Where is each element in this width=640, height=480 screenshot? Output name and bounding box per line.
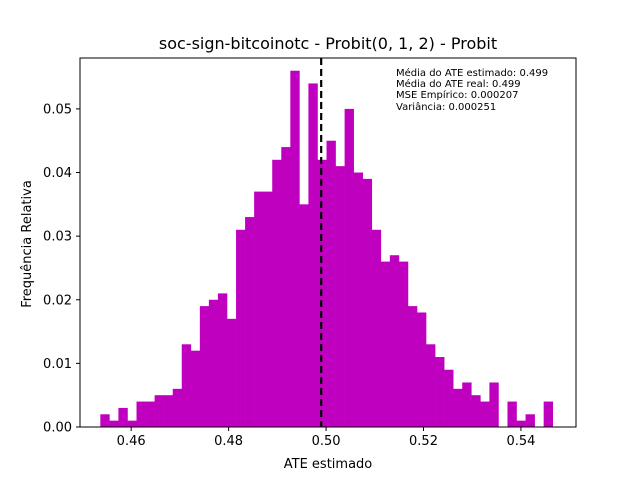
annotation-mse: MSE Empírico: 0.000207 <box>396 89 518 101</box>
annotation-mean-estimated: Média do ATE estimado: 0.499 <box>396 67 548 79</box>
histogram-bar <box>154 395 164 427</box>
chart-title: soc-sign-bitcoinotc - Probit(0, 1, 2) - … <box>159 34 497 53</box>
x-tick-label: 0.54 <box>506 434 535 449</box>
histogram-bar <box>462 382 472 427</box>
histogram-bars <box>100 70 554 428</box>
histogram-bar <box>389 255 400 427</box>
x-axis-label: ATE estimado <box>284 457 373 472</box>
histogram-bar <box>344 108 354 428</box>
y-tick-label: 0.00 <box>43 421 72 436</box>
histogram-bar <box>245 217 255 427</box>
annotation-mean-real: Média do ATE real: 0.499 <box>396 78 521 90</box>
histogram-bar <box>453 388 463 427</box>
histogram-bar <box>444 369 454 427</box>
histogram-bar <box>236 229 246 427</box>
histogram-bar <box>199 306 210 427</box>
histogram-bar <box>516 420 526 427</box>
histogram-bar <box>435 357 445 427</box>
histogram-bar <box>100 414 110 427</box>
histogram-bar <box>353 172 364 427</box>
histogram-bar <box>380 261 391 427</box>
histogram-bar <box>226 318 237 427</box>
histogram-bar <box>172 388 183 427</box>
stats-annotation: Média do ATE estimado: 0.499 Média do AT… <box>396 67 548 113</box>
x-tick-label: 0.46 <box>117 434 146 449</box>
histogram-bar <box>362 178 373 427</box>
histogram-bar <box>109 420 119 427</box>
histogram-bar <box>507 401 517 427</box>
histogram-bar <box>145 401 155 427</box>
histogram-bar <box>254 191 264 427</box>
histogram-bar <box>543 401 554 427</box>
histogram-bar <box>326 140 336 427</box>
histogram-bar <box>272 159 282 428</box>
histogram-bar <box>263 191 273 427</box>
histogram-bar <box>217 293 228 427</box>
histogram-bar <box>407 306 418 427</box>
y-axis-ticks: 0.00 0.01 0.02 0.03 0.04 0.05 <box>43 102 80 436</box>
axes-frame <box>79 57 577 428</box>
annotation-variance: Variância: 0.000251 <box>396 101 496 113</box>
histogram-bar <box>471 395 481 427</box>
y-tick-label: 0.03 <box>43 230 72 245</box>
histogram-bar <box>127 420 137 427</box>
x-tick-label: 0.52 <box>409 434 438 449</box>
histogram-bar <box>398 261 409 427</box>
histogram-bar <box>426 344 436 427</box>
histogram-bar <box>480 401 490 427</box>
histogram-bar <box>525 414 535 427</box>
histogram-bar <box>335 166 345 427</box>
histogram-bar <box>190 350 201 427</box>
x-tick-label: 0.48 <box>214 434 243 449</box>
histogram-bar <box>118 407 128 427</box>
histogram-bar <box>136 401 146 427</box>
histogram-bar <box>416 312 427 427</box>
histogram-bar <box>489 382 499 427</box>
histogram-bar <box>163 395 173 427</box>
x-axis-ticks: 0.46 0.48 0.50 0.52 0.54 <box>117 427 535 449</box>
y-axis-label: Frequência Relativa <box>20 180 35 308</box>
y-tick-label: 0.04 <box>43 166 72 181</box>
histogram-bar <box>290 70 300 427</box>
histogram-bar <box>208 299 219 427</box>
y-tick-label: 0.01 <box>43 357 72 372</box>
y-tick-label: 0.02 <box>43 293 72 308</box>
histogram-bar <box>181 344 192 427</box>
y-tick-label: 0.05 <box>43 102 72 117</box>
histogram-bar <box>281 147 291 427</box>
histogram-bar <box>371 229 382 427</box>
histogram-bar <box>308 83 318 427</box>
x-tick-label: 0.50 <box>312 434 341 449</box>
histogram-bar <box>299 204 309 427</box>
